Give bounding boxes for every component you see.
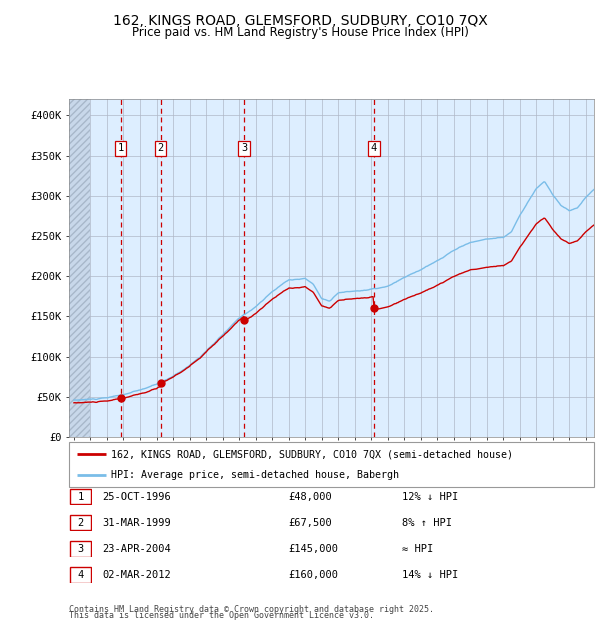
Text: £48,000: £48,000 xyxy=(288,492,332,502)
Text: 12% ↓ HPI: 12% ↓ HPI xyxy=(402,492,458,502)
Text: 4: 4 xyxy=(371,143,377,153)
Text: 8% ↑ HPI: 8% ↑ HPI xyxy=(402,518,452,528)
Text: 14% ↓ HPI: 14% ↓ HPI xyxy=(402,570,458,580)
Text: 23-APR-2004: 23-APR-2004 xyxy=(102,544,171,554)
Text: This data is licensed under the Open Government Licence v3.0.: This data is licensed under the Open Gov… xyxy=(69,611,374,620)
Text: 25-OCT-1996: 25-OCT-1996 xyxy=(102,492,171,502)
Bar xyxy=(69,99,91,437)
Text: Price paid vs. HM Land Registry's House Price Index (HPI): Price paid vs. HM Land Registry's House … xyxy=(131,26,469,39)
Text: 162, KINGS ROAD, GLEMSFORD, SUDBURY, CO10 7QX: 162, KINGS ROAD, GLEMSFORD, SUDBURY, CO1… xyxy=(113,14,487,28)
Text: Contains HM Land Registry data © Crown copyright and database right 2025.: Contains HM Land Registry data © Crown c… xyxy=(69,604,434,614)
Text: 3: 3 xyxy=(241,143,247,153)
Text: 3: 3 xyxy=(77,544,83,554)
Text: 31-MAR-1999: 31-MAR-1999 xyxy=(102,518,171,528)
Text: 1: 1 xyxy=(77,492,83,502)
Text: 4: 4 xyxy=(77,570,83,580)
Text: HPI: Average price, semi-detached house, Babergh: HPI: Average price, semi-detached house,… xyxy=(111,469,399,480)
Text: £160,000: £160,000 xyxy=(288,570,338,580)
Text: 2: 2 xyxy=(77,518,83,528)
Text: £67,500: £67,500 xyxy=(288,518,332,528)
Text: 162, KINGS ROAD, GLEMSFORD, SUDBURY, CO10 7QX (semi-detached house): 162, KINGS ROAD, GLEMSFORD, SUDBURY, CO1… xyxy=(111,449,513,459)
FancyBboxPatch shape xyxy=(69,442,594,487)
Text: 2: 2 xyxy=(158,143,164,153)
Text: 1: 1 xyxy=(118,143,124,153)
Text: £145,000: £145,000 xyxy=(288,544,338,554)
Text: ≈ HPI: ≈ HPI xyxy=(402,544,433,554)
Text: 02-MAR-2012: 02-MAR-2012 xyxy=(102,570,171,580)
